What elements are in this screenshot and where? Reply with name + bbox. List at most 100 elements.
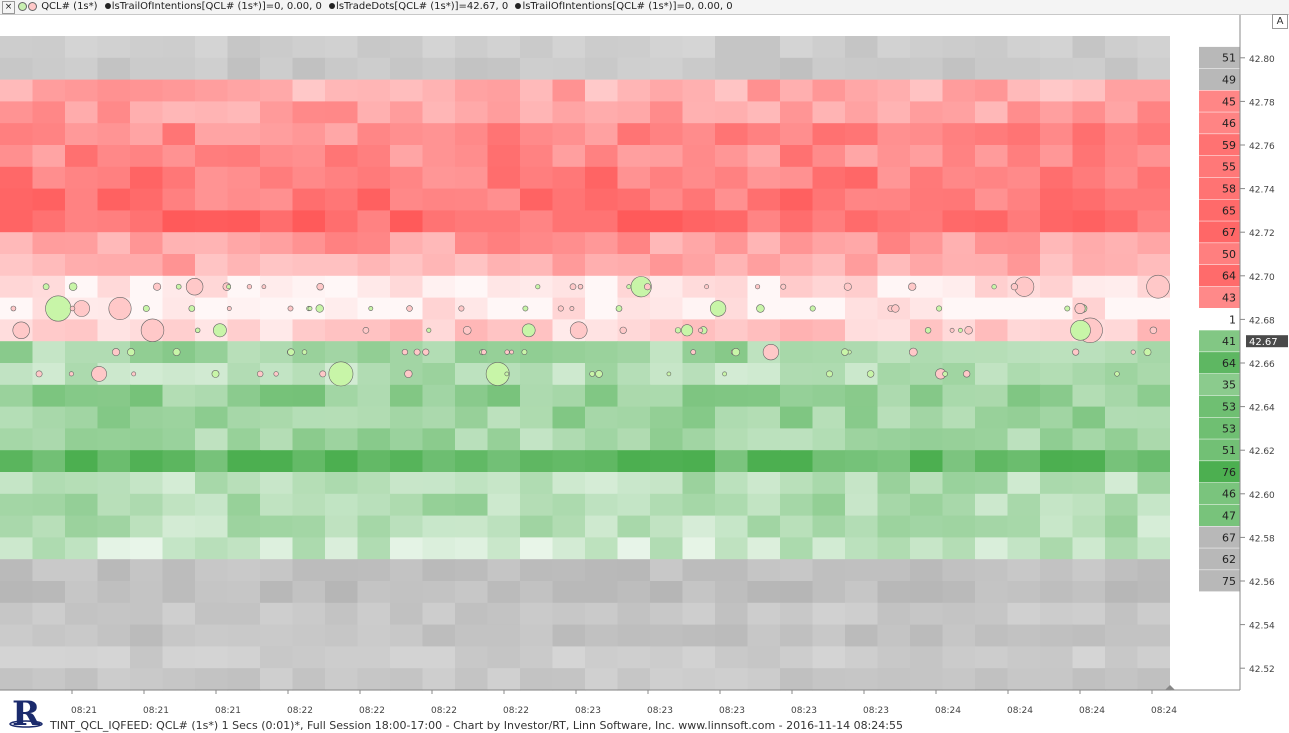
heatmap-cell: [1040, 624, 1074, 647]
heatmap-cell: [1105, 101, 1139, 124]
heatmap-cell: [0, 101, 34, 124]
heatmap-cell: [357, 101, 391, 124]
heatmap-cell: [1137, 646, 1171, 669]
book-level-bar: [1199, 482, 1240, 505]
trade-dot: [257, 370, 264, 378]
trade-dot: [535, 284, 541, 290]
heatmap-cell: [325, 559, 359, 582]
heatmap-cell: [715, 624, 749, 647]
heatmap-cell: [1007, 624, 1041, 647]
heatmap-cell: [877, 581, 911, 604]
trade-dot: [185, 278, 204, 296]
study-readout-1: lsTrailOfIntentions[QCL# (1s*)]=0, 0.00,…: [111, 1, 322, 12]
heatmap-cell: [260, 123, 294, 146]
heatmap-cell: [650, 428, 684, 451]
heatmap-cell: [747, 232, 781, 255]
trade-dot: [1143, 348, 1152, 356]
heatmap-cell: [1040, 188, 1074, 211]
heatmap-cell: [227, 123, 261, 146]
heatmap-cell: [0, 559, 34, 582]
heatmap-cell: [747, 493, 781, 517]
heatmap-cell: [227, 254, 261, 277]
heatmap-cell: [292, 145, 326, 168]
heatmap-cell: [877, 210, 911, 233]
heatmap-cell: [0, 602, 34, 626]
trade-dot: [319, 370, 327, 378]
heatmap-cell: [357, 232, 391, 255]
trade-dot: [175, 283, 182, 290]
heatmap-cell: [1105, 341, 1139, 364]
heatmap-cell: [942, 166, 976, 190]
heatmap-cell: [1105, 581, 1139, 604]
heatmap-cell: [520, 384, 554, 408]
heatmap-cell: [357, 145, 391, 168]
trade-dot: [127, 348, 136, 357]
heatmap-cell: [1007, 559, 1041, 582]
heatmap-cell: [227, 428, 261, 451]
heatmap-cell: [682, 188, 716, 211]
heatmap-cell: [195, 188, 229, 211]
heatmap-cell: [1105, 79, 1139, 102]
heatmap-cell: [1137, 559, 1171, 582]
heatmap-cell: [260, 559, 294, 582]
heatmap-cell: [520, 101, 554, 124]
heatmap-cell: [0, 210, 34, 233]
heatmap-cell: [292, 275, 326, 299]
auto-scale-button[interactable]: A: [1272, 14, 1288, 29]
heatmap-cell: [682, 581, 716, 604]
heatmap-cell: [682, 57, 716, 81]
heatmap-cell: [650, 319, 684, 342]
heatmap-cell: [65, 319, 99, 342]
heatmap-cell: [162, 559, 196, 582]
heatmap-cell: [617, 493, 651, 517]
heatmap-cell: [975, 232, 1009, 255]
heatmap-cell: [260, 493, 294, 517]
heatmap-cell: [520, 363, 554, 386]
heatmap-cell: [682, 341, 716, 364]
heatmap-cell: [325, 319, 359, 342]
heatmap-cell: [812, 319, 846, 342]
heatmap-cell: [97, 232, 131, 255]
book-level-bar: [1199, 177, 1240, 199]
heatmap-cell: [1105, 493, 1139, 517]
heatmap-cell: [422, 297, 456, 320]
heatmap-cell: [292, 428, 326, 451]
heatmap-cell: [65, 145, 99, 168]
trade-dot: [615, 305, 623, 312]
trade-dot: [45, 295, 72, 322]
heatmap-cell: [877, 668, 911, 691]
heatmap-cell: [845, 101, 879, 124]
book-level-size: 49: [1222, 74, 1236, 87]
heatmap-cell: [910, 450, 944, 473]
heatmap-cell: [1072, 57, 1106, 81]
heatmap-cell: [1040, 79, 1074, 102]
x-tick-label: 08:24: [1079, 706, 1105, 716]
heatmap-cell: [162, 624, 196, 647]
heatmap-cell: [1072, 493, 1106, 517]
heatmap-cell: [195, 646, 229, 669]
heatmap-cell: [877, 145, 911, 168]
heatmap-cell: [747, 450, 781, 473]
y-tick-label: 42.54: [1249, 622, 1275, 632]
trade-dot: [12, 321, 30, 339]
heatmap-cell: [682, 232, 716, 255]
y-tick-label: 42.58: [1249, 534, 1275, 544]
study-marker-icon: [515, 3, 522, 9]
heatmap-cell: [130, 559, 164, 582]
trade-dot: [458, 305, 465, 312]
heatmap-cell: [227, 624, 261, 647]
x-tick-label: 08:22: [359, 706, 385, 716]
heatmap-cell: [97, 515, 131, 538]
heatmap-cell: [552, 232, 586, 255]
book-level-size: 75: [1222, 575, 1236, 588]
heatmap-cell: [130, 188, 164, 211]
heatmap-cell: [715, 406, 749, 429]
heatmap-cell: [292, 188, 326, 211]
heatmap-cell: [422, 472, 456, 495]
heatmap-cell: [1105, 145, 1139, 168]
heatmap-cell: [812, 668, 846, 691]
book-level-bar: [1199, 308, 1240, 330]
heatmap-cell: [617, 341, 651, 364]
close-icon[interactable]: ×: [2, 1, 15, 14]
